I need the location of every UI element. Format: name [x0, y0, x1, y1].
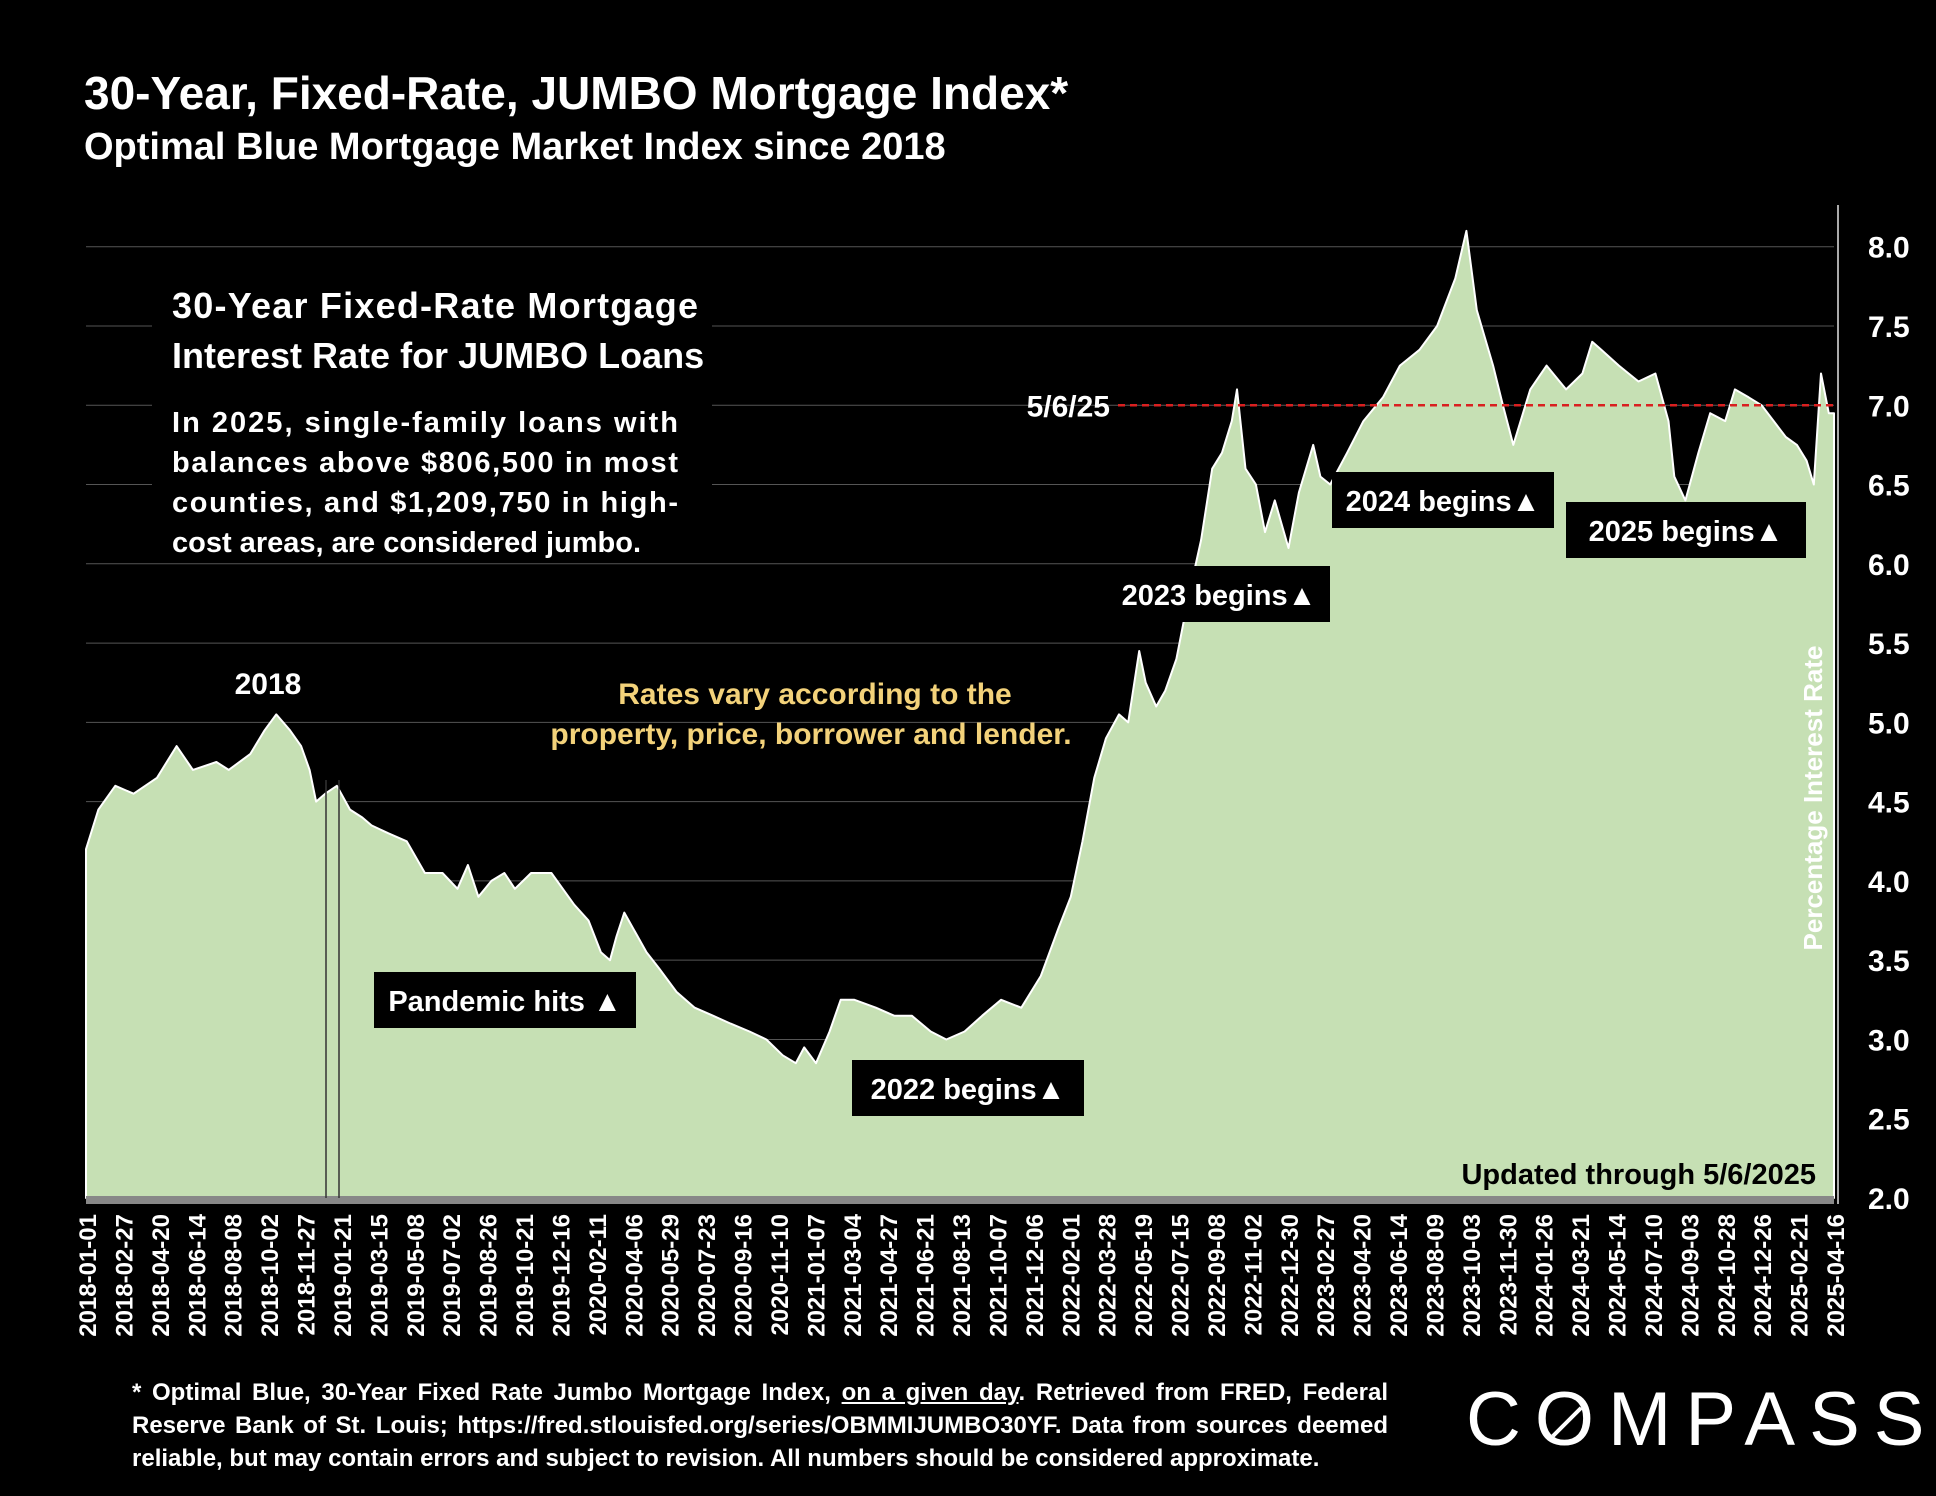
2024-begins-label-box [1332, 472, 1554, 528]
info-body-line: balances above $806,500 in most [172, 447, 678, 479]
2022-begins-label-box [852, 1060, 1084, 1116]
x-tick-label: 2022-05-19 [1131, 1214, 1158, 1337]
x-tick-label: 2023-11-30 [1495, 1214, 1522, 1335]
y-tick-label: 7.0 [1868, 390, 1910, 423]
logo-rest: MPASS [1608, 1377, 1936, 1462]
info-title-line: 30-Year Fixed-Rate Mortgage [172, 285, 698, 326]
x-axis-baseline [86, 1196, 1834, 1204]
x-tick-label: 2021-08-13 [949, 1214, 976, 1337]
pandemic-label: Pandemic hits ▲ [388, 986, 621, 1018]
x-tick-label: 2024-12-26 [1750, 1214, 1777, 1337]
y-tick-label: 6.0 [1868, 549, 1910, 582]
x-tick-label: 2022-07-15 [1168, 1214, 1195, 1337]
x-tick-label: 2024-10-28 [1714, 1214, 1741, 1337]
2023-begins-label-box [1108, 566, 1330, 622]
y-tick-label: 4.0 [1868, 866, 1910, 899]
x-tick-label: 2023-04-20 [1350, 1214, 1377, 1337]
x-tick-label: 2018-11-27 [294, 1214, 321, 1335]
y-tick-label: 8.0 [1868, 232, 1910, 265]
x-tick-label: 2019-12-16 [548, 1214, 575, 1337]
compass-logo: COMPASS [1466, 1376, 1936, 1463]
info-body-line: cost areas, are considered jumbo. [172, 527, 641, 559]
x-tick-label: 2021-03-04 [840, 1213, 867, 1336]
x-tick-label: 2018-06-14 [184, 1213, 211, 1336]
x-tick-label: 2021-01-07 [803, 1214, 830, 1337]
x-tick-label: 2018-02-27 [111, 1214, 138, 1337]
rates-note-line: property, price, borrower and lender. [550, 718, 1071, 751]
x-tick-label: 2019-05-08 [403, 1214, 430, 1337]
x-tick-label: 2024-05-14 [1605, 1213, 1632, 1336]
x-tick-label: 2019-08-26 [476, 1214, 503, 1337]
x-tick-label: 2022-11-02 [1240, 1214, 1267, 1335]
x-tick-label: 2022-12-30 [1277, 1214, 1304, 1337]
x-tick-label: 2022-03-28 [1095, 1214, 1122, 1337]
x-tick-label: 2020-04-06 [621, 1214, 648, 1337]
x-tick-label: 2018-04-20 [148, 1214, 175, 1337]
updated-label: Updated through 5/6/2025 [1461, 1159, 1816, 1191]
label-2018: 2018 [235, 668, 302, 701]
info-body-line: In 2025, single-family loans with [172, 407, 678, 439]
x-tick-label: 2020-07-23 [694, 1214, 721, 1337]
x-tick-label: 2018-08-08 [221, 1214, 248, 1337]
y-tick-label: 2.5 [1868, 1104, 1910, 1137]
y-tick-label: 4.5 [1868, 787, 1910, 820]
x-tick-label: 2019-07-02 [439, 1214, 466, 1337]
y-tick-label: 6.5 [1868, 470, 1910, 503]
y-tick-label: 5.5 [1868, 628, 1910, 661]
2023-begins-label: 2023 begins▲ [1122, 580, 1317, 612]
reference-line-label: 5/6/25 [1027, 390, 1110, 423]
logo-o: O [1534, 1377, 1609, 1462]
x-tick-label: 2018-01-01 [75, 1214, 102, 1337]
x-tick-label: 2023-06-14 [1386, 1213, 1413, 1336]
y-tick-label: 3.0 [1868, 1024, 1910, 1057]
y-tick-label: 2.0 [1868, 1183, 1910, 1216]
y-tick-label: 5.0 [1868, 707, 1910, 740]
info-title-line: Interest Rate for JUMBO Loans [172, 335, 704, 376]
info-body-line: counties, and $1,209,750 in high- [172, 487, 678, 519]
footnote-underlined: on a given day [841, 1379, 1019, 1406]
x-tick-label: 2025-04-16 [1823, 1214, 1850, 1337]
x-tick-label: 2025-02-21 [1787, 1214, 1814, 1337]
x-tick-label: 2019-01-21 [330, 1214, 357, 1337]
x-tick-label: 2022-09-08 [1204, 1214, 1231, 1337]
pandemic-label-box [374, 972, 636, 1028]
page-subtitle: Optimal Blue Mortgage Market Index since… [84, 126, 946, 168]
2022-begins-label: 2022 begins▲ [871, 1074, 1066, 1106]
mortgage-rate-chart: 2.0 2.5 3.0 3.5 4.0 4.5 5.0 5.5 6.0 6.5 7.0 7.5 8.0 2… [75, 205, 1910, 1337]
x-tick-label: 2020-09-16 [731, 1214, 758, 1337]
x-tick-label: 2019-03-15 [366, 1214, 393, 1337]
page-title: 30-Year, Fixed-Rate, JUMBO Mortgage Inde… [84, 67, 1069, 119]
x-tick-label: 2023-08-09 [1422, 1214, 1449, 1337]
x-tick-label: 2018-10-02 [257, 1214, 284, 1337]
y-tick-label: 3.5 [1868, 945, 1910, 978]
x-tick-label: 2020-05-29 [658, 1214, 685, 1337]
x-tick-label: 2024-07-10 [1641, 1214, 1668, 1337]
x-tick-label: 2020-02-11 [585, 1214, 612, 1335]
2024-begins-label: 2024 begins▲ [1346, 486, 1541, 518]
x-tick-label: 2024-09-03 [1677, 1214, 1704, 1337]
2025-begins-label-box [1566, 502, 1806, 558]
x-tick-label: 2023-02-27 [1313, 1214, 1340, 1337]
footnote-text-2: . Retrieved from FRED, Federal Reserve B… [132, 1379, 1388, 1472]
x-tick-label: 2023-10-03 [1459, 1214, 1486, 1337]
y-axis-title: Percentage Interest Rate [1798, 646, 1828, 951]
x-tick-label: 2020-11-10 [767, 1214, 794, 1335]
x-tick-label: 2022-02-01 [1058, 1214, 1085, 1337]
rates-note-line: Rates vary according to the [618, 678, 1011, 711]
x-tick-label: 2021-12-06 [1022, 1214, 1049, 1337]
x-tick-label: 2021-04-27 [876, 1214, 903, 1337]
2025-begins-label: 2025 begins▲ [1589, 516, 1784, 548]
footnote-text-1: * Optimal Blue, 30-Year Fixed Rate Jumbo… [132, 1379, 842, 1406]
info-box [152, 272, 712, 562]
logo-c: C [1466, 1377, 1535, 1462]
x-tick-label: 2021-06-21 [913, 1214, 940, 1337]
y-tick-label: 7.5 [1868, 311, 1910, 344]
x-tick-label: 2024-01-26 [1532, 1214, 1559, 1337]
x-tick-label: 2019-10-21 [512, 1214, 539, 1337]
x-tick-label: 2021-10-07 [985, 1214, 1012, 1337]
x-tick-label: 2024-03-21 [1568, 1214, 1595, 1337]
source-footnote: * Optimal Blue, 30-Year Fixed Rate Jumbo… [132, 1376, 1388, 1475]
